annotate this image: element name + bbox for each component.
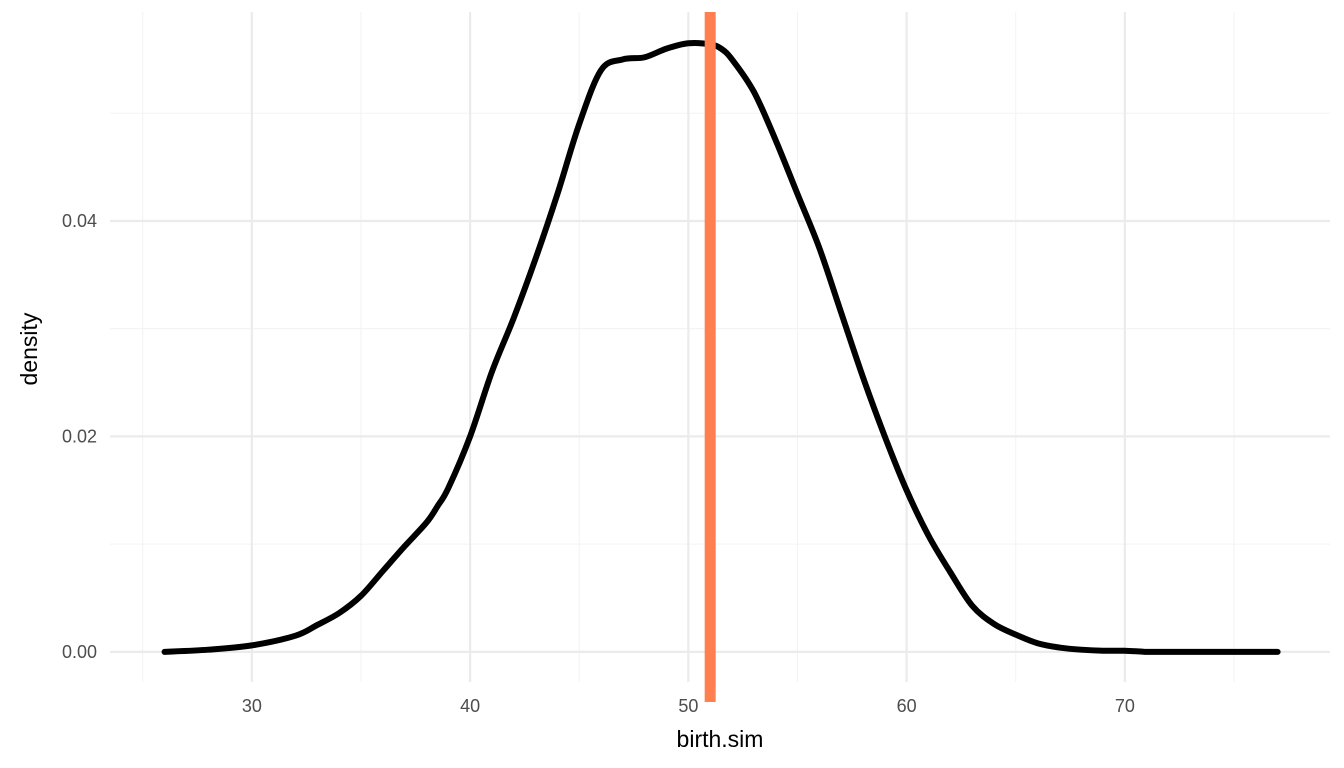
series-layer xyxy=(161,39,1281,655)
y-tick-label: 0.02 xyxy=(62,426,97,446)
x-axis-title: birth.sim xyxy=(677,726,764,752)
major-grid xyxy=(110,12,1330,682)
x-tick-label: 70 xyxy=(1115,696,1135,716)
density-curve xyxy=(161,39,1281,655)
y-axis-title: density xyxy=(16,312,42,385)
x-tick-labels: 30 40 50 60 70 xyxy=(242,696,1135,716)
x-tick-label: 30 xyxy=(242,696,262,716)
x-tick-label: 50 xyxy=(678,696,698,716)
y-tick-label: 0.00 xyxy=(62,642,97,662)
y-tick-label: 0.04 xyxy=(62,211,97,231)
y-tick-labels: 0.00 0.02 0.04 xyxy=(62,211,97,662)
x-tick-label: 60 xyxy=(897,696,917,716)
x-tick-label: 40 xyxy=(460,696,480,716)
